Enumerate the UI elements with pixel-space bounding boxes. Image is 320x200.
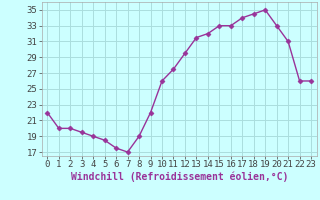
X-axis label: Windchill (Refroidissement éolien,°C): Windchill (Refroidissement éolien,°C) (70, 172, 288, 182)
